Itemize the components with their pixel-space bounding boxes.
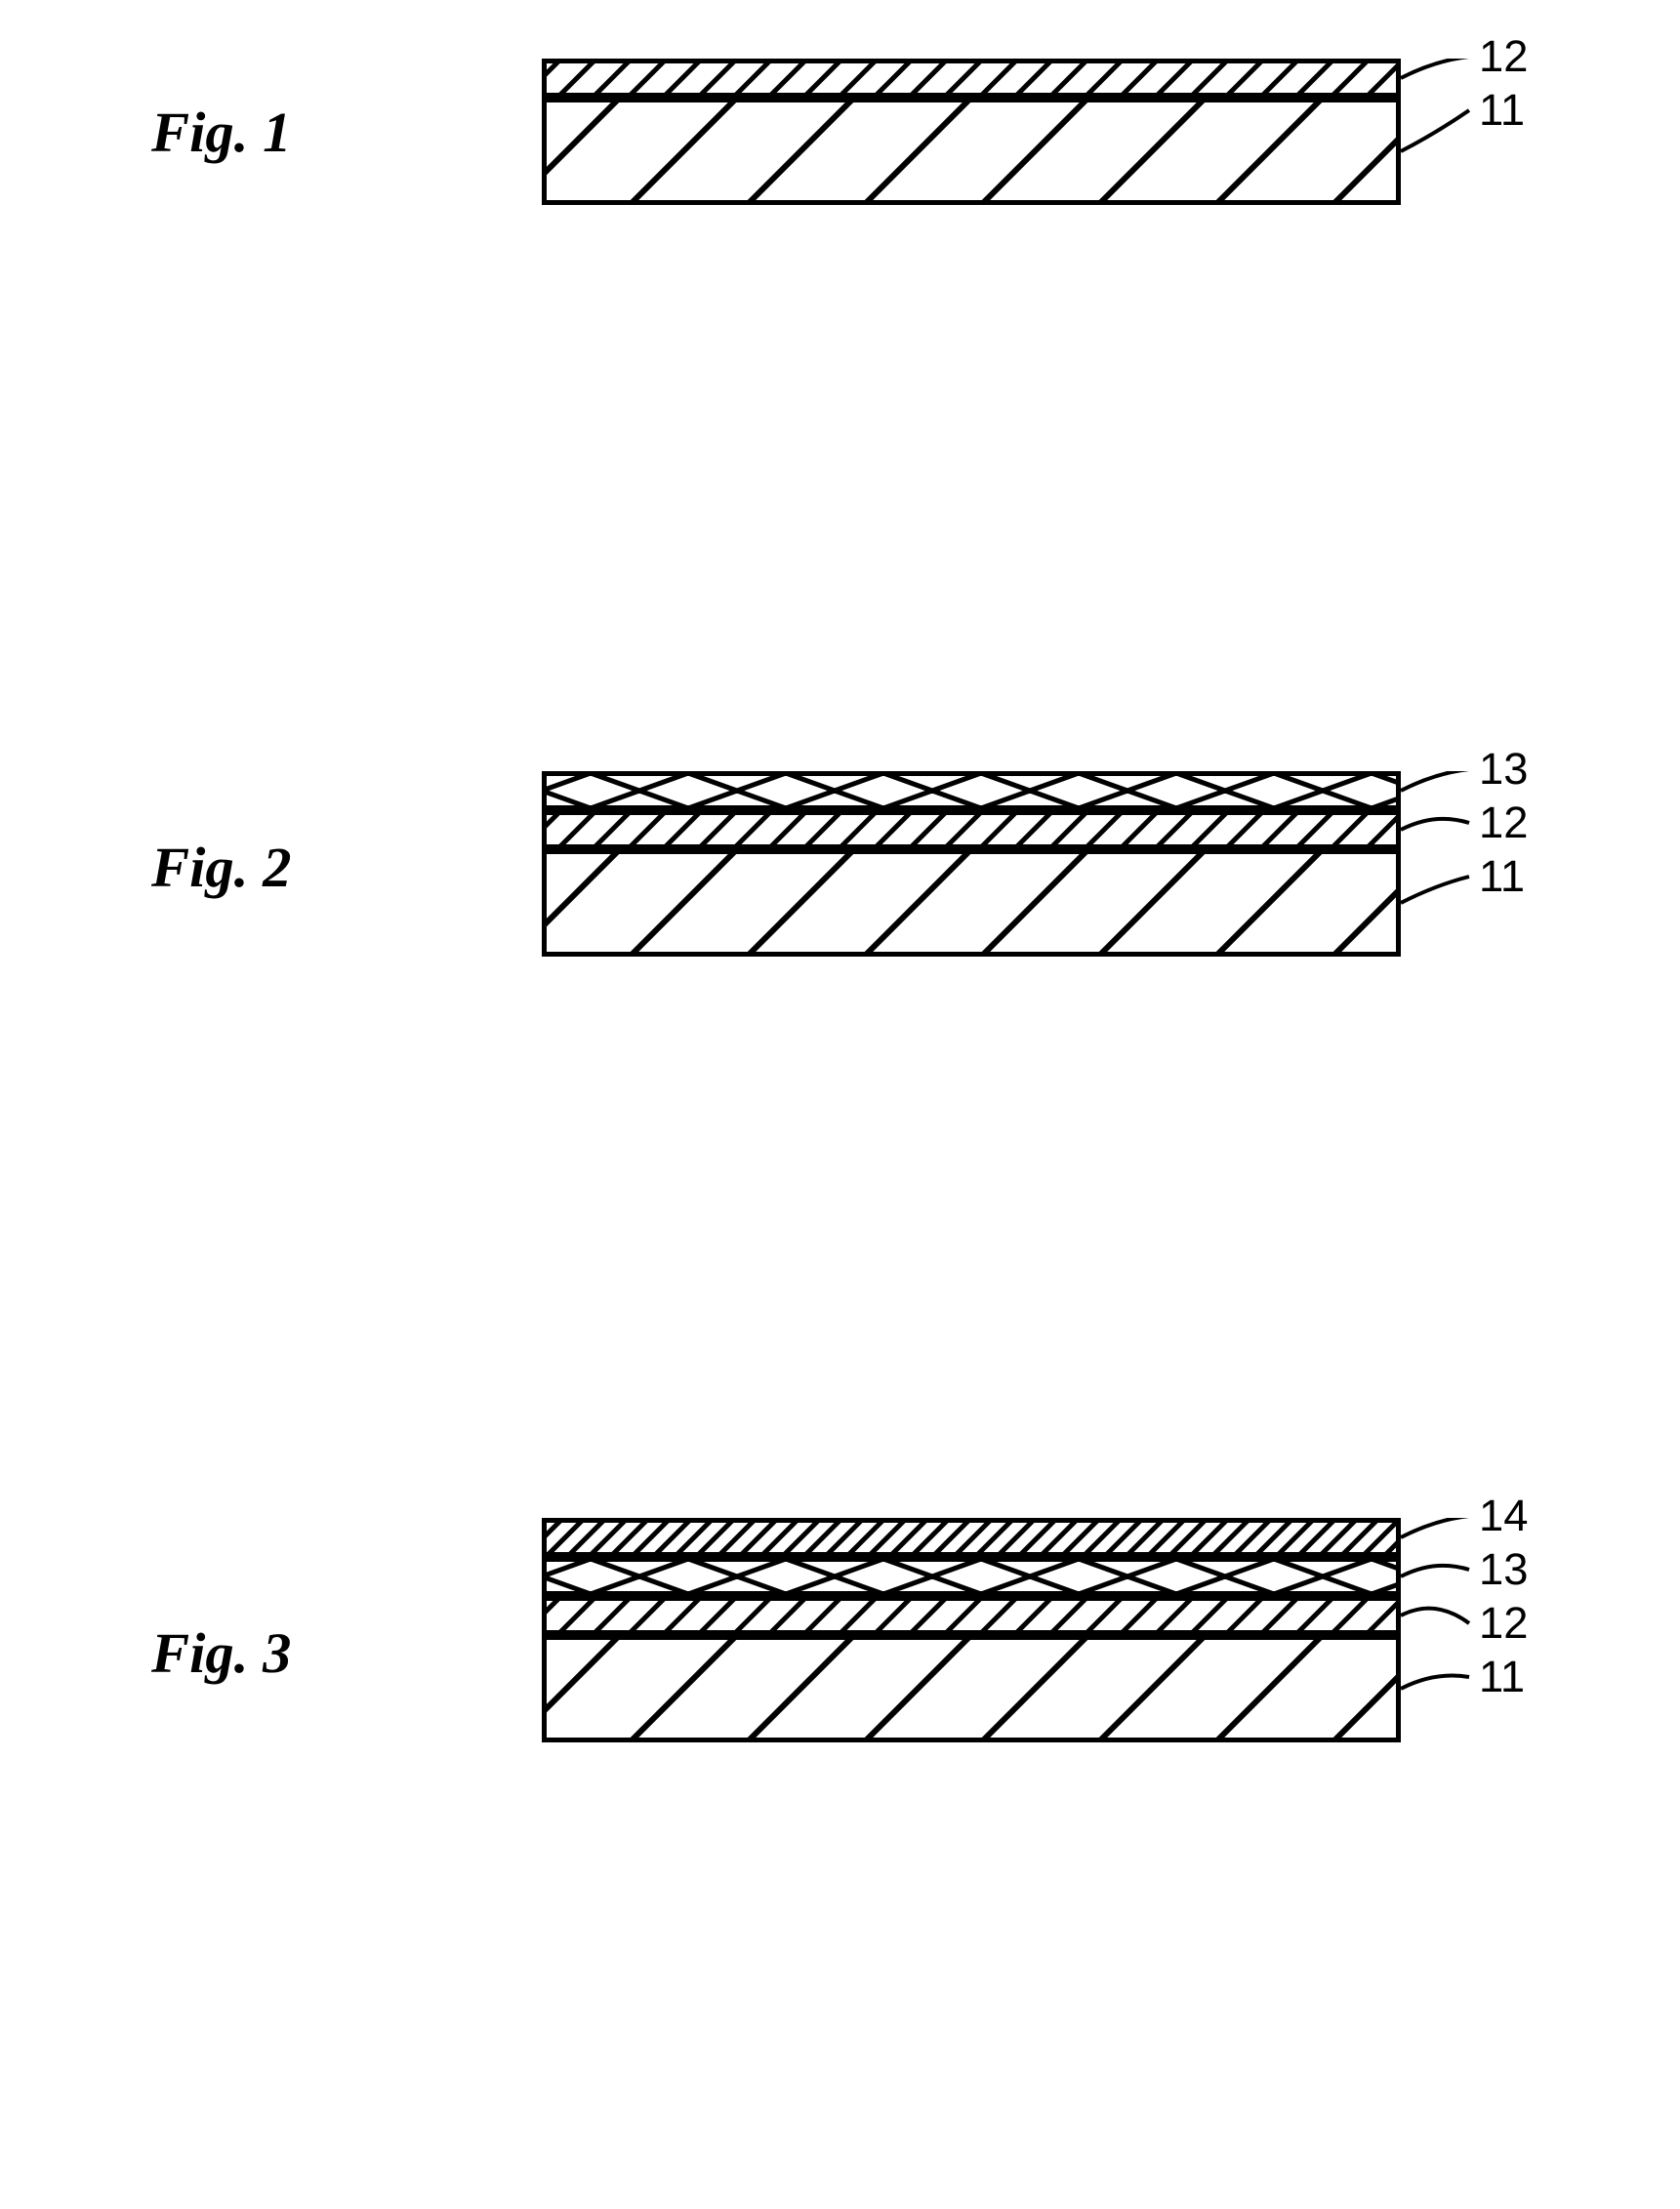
fig2-ref-13: 13 xyxy=(1479,744,1528,795)
fig3-ref-13: 13 xyxy=(1479,1544,1528,1595)
fig1-ref-12: 12 xyxy=(1479,31,1528,82)
fig1-layer-11 xyxy=(542,98,1401,205)
fig2-layer-12 xyxy=(542,810,1401,849)
fig3-layer-14 xyxy=(542,1518,1401,1557)
fig3-label: Fig. 3 xyxy=(151,1620,291,1686)
fig2-stack xyxy=(542,771,1401,957)
fig2-label: Fig. 2 xyxy=(151,835,291,900)
figure-2: 131211 xyxy=(542,771,1401,957)
fig1-ref-11: 11 xyxy=(1479,85,1525,136)
fig3-stack xyxy=(542,1518,1401,1742)
fig2-ref-12: 12 xyxy=(1479,798,1528,848)
fig1-layer-12 xyxy=(542,59,1401,98)
fig3-layer-11 xyxy=(542,1635,1401,1742)
fig3-layer-13 xyxy=(542,1557,1401,1596)
fig2-ref-11: 11 xyxy=(1479,851,1525,902)
fig1-leaders xyxy=(1401,59,1489,205)
figure-3: 14131211 xyxy=(542,1518,1401,1742)
fig1-stack xyxy=(542,59,1401,205)
fig2-leaders xyxy=(1401,771,1489,957)
fig3-ref-14: 14 xyxy=(1479,1491,1528,1541)
fig3-ref-12: 12 xyxy=(1479,1598,1528,1649)
figure-1: 1211 xyxy=(542,59,1401,205)
fig3-layer-12 xyxy=(542,1596,1401,1635)
fig2-layer-13 xyxy=(542,771,1401,810)
fig3-ref-11: 11 xyxy=(1479,1652,1525,1702)
fig1-label: Fig. 1 xyxy=(151,100,291,165)
fig2-layer-11 xyxy=(542,849,1401,957)
fig3-leaders xyxy=(1401,1518,1489,1742)
